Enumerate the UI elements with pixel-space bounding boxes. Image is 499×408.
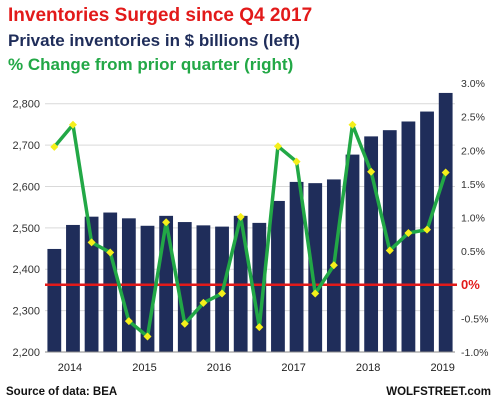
line-marker [68,120,77,129]
bar [308,183,323,352]
right-tick-label: -1.0% [461,347,488,359]
line-marker [385,246,394,255]
line-marker [218,289,227,298]
source-note: Source of data: BEA [6,386,118,398]
line-marker [367,167,376,176]
line-marker [273,142,282,151]
line-marker [255,323,264,332]
line-marker [124,317,133,326]
left-tick-label: 2,800 [12,99,40,111]
right-tick-label: 0% [461,277,480,292]
bar [66,224,80,352]
left-series-label: Private inventories in $ billions (left) [8,31,300,50]
line-marker [143,332,152,341]
pct-change-line [52,122,448,339]
left-tick-label: 2,400 [12,264,40,276]
line-marker [292,157,301,166]
line-marker [311,289,320,298]
credit-label: WOLFSTREET.com [386,386,491,398]
line-marker [162,218,171,227]
bar [345,154,360,352]
line-marker [180,319,189,328]
chart-title: Inventories Surged since Q4 2017 [8,5,313,26]
line-marker [236,212,245,221]
right-tick-label: 3.0% [461,78,485,90]
right-tick-label: -0.5% [461,313,488,325]
right-tick-label: 1.5% [461,179,485,191]
x-tick-label: 2015 [132,362,156,374]
left-tick-label: 2,200 [12,347,40,359]
bar [438,92,453,352]
left-tick-label: 2,500 [12,223,40,235]
line-marker [199,298,208,307]
left-tick-label: 2,700 [12,140,40,152]
bar [177,222,192,352]
right-tick-label: 1.0% [461,213,485,225]
left-tick-label: 2,300 [12,306,40,318]
bar [103,212,118,352]
right-tick-label: 0.5% [461,246,485,258]
line-marker [423,225,432,234]
bar [382,130,397,352]
x-tick-label: 2019 [430,362,454,374]
bar [271,200,285,352]
line-marker [404,228,413,237]
bar [252,222,267,352]
bar [289,181,304,352]
x-tick-label: 2014 [58,362,82,374]
x-tick-label: 2017 [281,362,305,374]
line-marker [348,120,357,129]
left-tick-label: 2,600 [12,181,40,193]
x-tick-label: 2018 [356,362,380,374]
bar [47,248,62,352]
bar [196,225,211,352]
line-marker [50,142,59,151]
x-tick-label: 2016 [207,362,231,374]
line-marker [329,261,338,270]
right-tick-label: 2.5% [461,112,485,124]
line-marker [441,168,450,177]
line-marker [106,248,115,257]
right-tick-label: 2.0% [461,145,485,157]
right-series-label: % Change from prior quarter (right) [8,55,294,74]
line-marker [87,238,96,247]
